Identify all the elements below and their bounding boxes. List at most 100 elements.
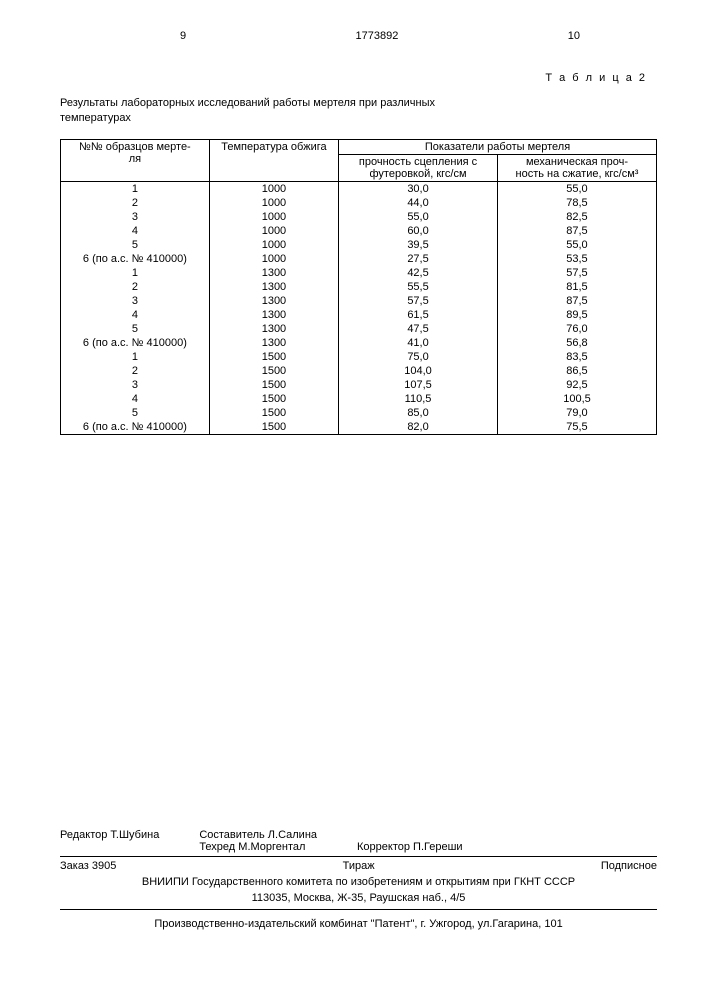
table-row: 5130047,576,0 xyxy=(61,322,657,336)
tirazh: Тираж xyxy=(343,860,375,872)
table-cell: 27,5 xyxy=(339,252,498,266)
table-cell: 1000 xyxy=(209,252,338,266)
table-cell: 1 xyxy=(61,181,210,196)
table-cell: 30,0 xyxy=(339,181,498,196)
table-cell: 82,5 xyxy=(497,210,656,224)
editor: Редактор Т.Шубина xyxy=(60,829,159,853)
table-cell: 1000 xyxy=(209,224,338,238)
table-cell: 107,5 xyxy=(339,378,498,392)
table-cell: 110,5 xyxy=(339,392,498,406)
table-caption: Результаты лабораторных исследований раб… xyxy=(60,96,460,127)
table-cell: 85,0 xyxy=(339,406,498,420)
table-cell: 78,5 xyxy=(497,196,656,210)
table-cell: 1300 xyxy=(209,280,338,294)
table-cell: 39,5 xyxy=(339,238,498,252)
table-label: Т а б л и ц а 2 xyxy=(60,72,647,84)
table-cell: 55,0 xyxy=(339,210,498,224)
page-header: 9 1773892 10 xyxy=(180,30,580,42)
table-row: 2100044,078,5 xyxy=(61,196,657,210)
table-cell: 1000 xyxy=(209,196,338,210)
table-cell: 1300 xyxy=(209,308,338,322)
compiler: Составитель Л.Салина xyxy=(199,829,317,841)
doc-number: 1773892 xyxy=(356,30,399,42)
table-cell: 104,0 xyxy=(339,364,498,378)
table-cell: 6 (по а.с. № 410000) xyxy=(61,420,210,435)
table-cell: 1000 xyxy=(209,210,338,224)
table-cell: 1 xyxy=(61,350,210,364)
table-row: 4130061,589,5 xyxy=(61,308,657,322)
results-table: №№ образцов мерте- ля Температура обжига… xyxy=(60,139,657,435)
table-row: 41500110,5100,5 xyxy=(61,392,657,406)
table-cell: 81,5 xyxy=(497,280,656,294)
table-cell: 53,5 xyxy=(497,252,656,266)
th-compression: механическая проч- ность на сжатие, кгс/… xyxy=(497,154,656,181)
table-cell: 75,5 xyxy=(497,420,656,435)
table-cell: 3 xyxy=(61,378,210,392)
table-row: 6 (по а.с. № 410000)130041,056,8 xyxy=(61,336,657,350)
table-cell: 2 xyxy=(61,196,210,210)
table-cell: 6 (по а.с. № 410000) xyxy=(61,336,210,350)
table-cell: 57,5 xyxy=(497,266,656,280)
table-row: 5150085,079,0 xyxy=(61,406,657,420)
table-cell: 82,0 xyxy=(339,420,498,435)
table-cell: 1500 xyxy=(209,420,338,435)
table-cell: 42,5 xyxy=(339,266,498,280)
table-row: 5100039,555,0 xyxy=(61,238,657,252)
table-cell: 47,5 xyxy=(339,322,498,336)
table-cell: 1500 xyxy=(209,392,338,406)
table-cell: 89,5 xyxy=(497,308,656,322)
table-cell: 1000 xyxy=(209,181,338,196)
table-cell: 4 xyxy=(61,392,210,406)
order: Заказ 3905 xyxy=(60,860,116,872)
table-row: 6 (по а.с. № 410000)150082,075,5 xyxy=(61,420,657,435)
table-cell: 92,5 xyxy=(497,378,656,392)
table-cell: 60,0 xyxy=(339,224,498,238)
table-cell: 1300 xyxy=(209,266,338,280)
table-cell: 75,0 xyxy=(339,350,498,364)
footer: Редактор Т.Шубина Составитель Л.Салина Т… xyxy=(60,829,657,930)
table-cell: 87,5 xyxy=(497,294,656,308)
table-cell: 61,5 xyxy=(339,308,498,322)
table-cell: 100,5 xyxy=(497,392,656,406)
table-cell: 56,8 xyxy=(497,336,656,350)
table-cell: 1500 xyxy=(209,406,338,420)
table-cell: 1 xyxy=(61,266,210,280)
table-row: 3130057,587,5 xyxy=(61,294,657,308)
page-col-left: 9 xyxy=(180,30,186,42)
table-cell: 3 xyxy=(61,294,210,308)
page-col-right: 10 xyxy=(568,30,580,42)
table-row: 6 (по а.с. № 410000)100027,553,5 xyxy=(61,252,657,266)
printer: Производственно-издательский комбинат "П… xyxy=(60,918,657,930)
table-row: 4100060,087,5 xyxy=(61,224,657,238)
th-temp: Температура обжига xyxy=(209,139,338,181)
table-cell: 3 xyxy=(61,210,210,224)
table-cell: 83,5 xyxy=(497,350,656,364)
table-row: 31500107,592,5 xyxy=(61,378,657,392)
table-cell: 57,5 xyxy=(339,294,498,308)
vniipi: ВНИИПИ Государственного комитета по изоб… xyxy=(60,875,657,910)
table-cell: 5 xyxy=(61,406,210,420)
table-cell: 4 xyxy=(61,308,210,322)
table-cell: 6 (по а.с. № 410000) xyxy=(61,252,210,266)
table-cell: 86,5 xyxy=(497,364,656,378)
table-cell: 1500 xyxy=(209,364,338,378)
th-results: Показатели работы мертеля xyxy=(339,139,657,154)
table-row: 1100030,055,0 xyxy=(61,181,657,196)
table-cell: 1500 xyxy=(209,378,338,392)
table-cell: 55,0 xyxy=(497,181,656,196)
table-cell: 1300 xyxy=(209,294,338,308)
table-cell: 55,5 xyxy=(339,280,498,294)
table-cell: 1300 xyxy=(209,336,338,350)
th-adhesion: прочность сцепления с футеровкой, кгс/см xyxy=(339,154,498,181)
table-row: 1130042,557,5 xyxy=(61,266,657,280)
table-cell: 87,5 xyxy=(497,224,656,238)
table-cell: 5 xyxy=(61,322,210,336)
table-cell: 5 xyxy=(61,238,210,252)
table-cell: 55,0 xyxy=(497,238,656,252)
table-cell: 79,0 xyxy=(497,406,656,420)
table-row: 2130055,581,5 xyxy=(61,280,657,294)
table-row: 1150075,083,5 xyxy=(61,350,657,364)
table-row: 21500104,086,5 xyxy=(61,364,657,378)
th-sample: №№ образцов мерте- ля xyxy=(61,139,210,181)
table-cell: 44,0 xyxy=(339,196,498,210)
